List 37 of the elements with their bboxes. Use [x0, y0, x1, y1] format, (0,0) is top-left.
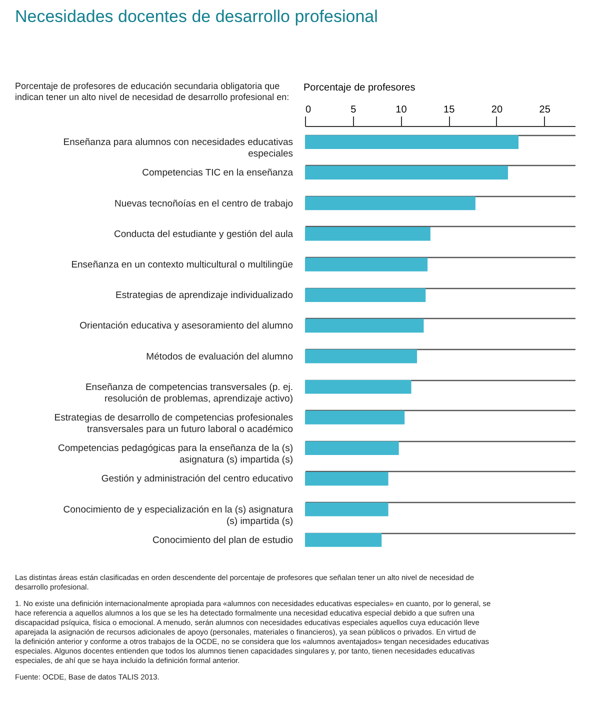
y-tick-label: Conocimiento del plan de estudio [152, 534, 293, 546]
y-tick-label: Enseñanza de competencias transversales (p. ej. resolución de problemas, aprendizaje activo) [85, 382, 293, 404]
y-tick-label: Estrategias de desarrollo de competencias profesionales transversales para un futuro laboral o académico [54, 412, 294, 436]
bar [305, 258, 428, 272]
y-tick-label: Competencias pedagógicas para la enseñanza de la (s) asignatura (s) impartida (s) [58, 443, 293, 466]
y-axis-title: Porcentaje de profesores de educación secundaria obligatoria que indican tener un alto nivel de necesidad de desarrollo profesional en: [15, 81, 290, 102]
y-tick-label: Gestión y administración del centro educativo [101, 474, 293, 485]
bar [305, 135, 519, 149]
bar [305, 441, 399, 456]
y-tick-label: Nuevas tecnoñoías en el centro de trabajo [114, 198, 293, 210]
bar [305, 166, 508, 180]
bar [305, 502, 388, 516]
x-tick-label: 20 [491, 104, 503, 116]
y-tick-label: Competencias TIC en la enseñanza [142, 168, 294, 179]
bar [305, 380, 412, 394]
x-tick-label: 10 [396, 104, 408, 116]
bar [305, 349, 418, 364]
chart-title: Necesidades docentes de desarrollo profesional [15, 7, 378, 26]
y-tick-label: Conducta del estudiante y gestión del aula [114, 228, 294, 240]
y-tick-label: Conocimiento de y especialización en la (s) asignatura (s) impartida (s) [63, 504, 294, 527]
bar [305, 196, 476, 210]
bar [305, 226, 430, 241]
x-tick-label: 5 [350, 104, 357, 116]
x-tick-label: 0 [306, 104, 312, 116]
bar [305, 533, 382, 547]
y-tick-label: Métodos de evaluación del alumno [146, 351, 293, 362]
x-tick-label: 25 [539, 104, 551, 116]
bar [305, 410, 405, 424]
x-axis-title: Porcentaje de profesores [304, 82, 416, 94]
y-tick-label: Orientación educativa y asesoramiento del alumno [80, 320, 293, 332]
y-tick-label: Enseñanza para alumnos con necesidades educativas especiales [63, 137, 294, 160]
y-tick-label: Enseñanza en un contexto multicultural o multilingüe [71, 259, 293, 270]
bar [305, 288, 426, 302]
y-tick-label: Estrategias de aprendizaje individualizado [116, 290, 293, 302]
bar [305, 318, 424, 333]
x-tick-label: 15 [444, 104, 456, 116]
bar [305, 472, 388, 486]
